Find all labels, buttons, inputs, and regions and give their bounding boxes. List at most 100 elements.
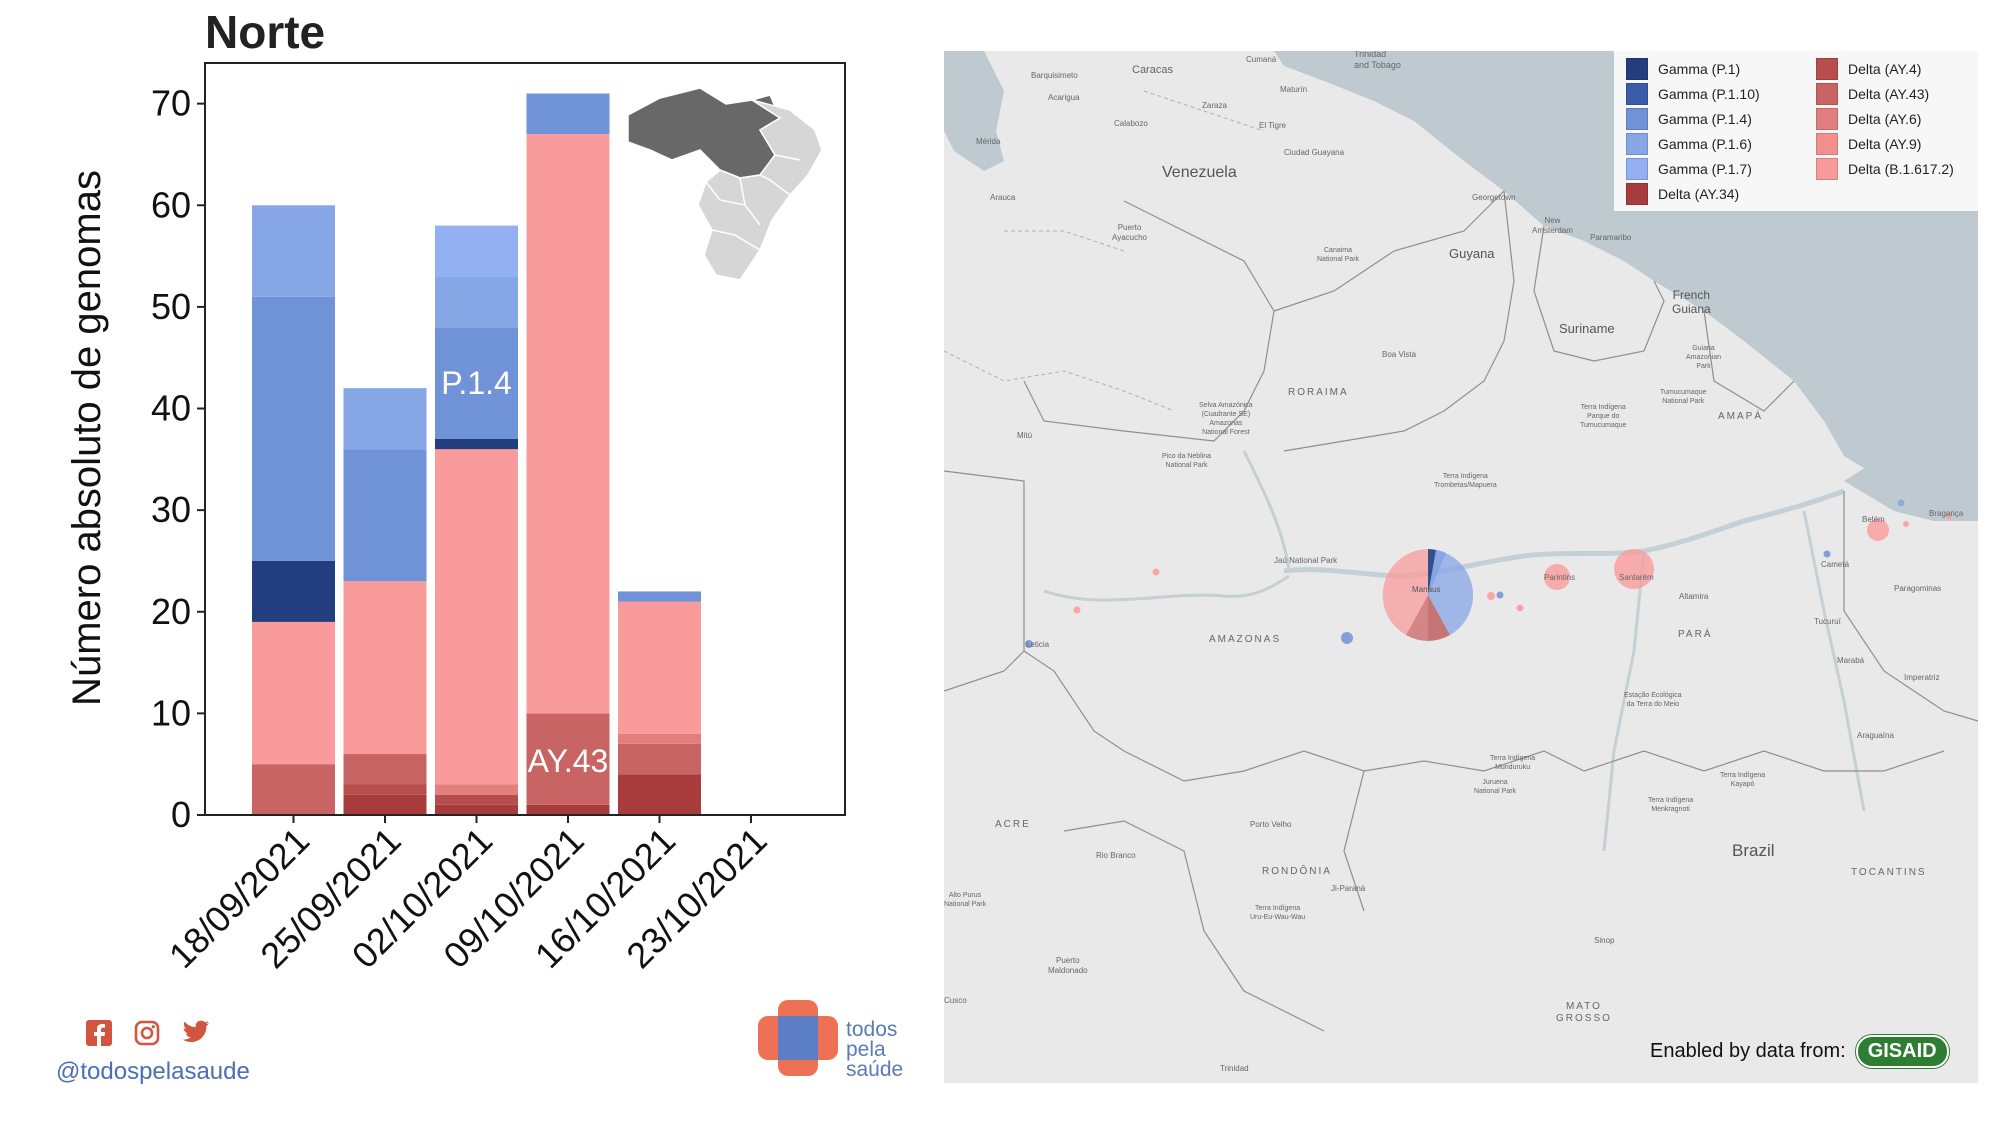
- social-handle[interactable]: @todospelasaude: [56, 1058, 250, 1085]
- label-paragominas: Paragominas: [1894, 584, 1942, 593]
- y-tick-label: 20: [151, 591, 191, 632]
- label-merida: Mérida: [976, 137, 1001, 146]
- map-marker[interactable]: [1897, 499, 1905, 507]
- bar-segment: [252, 621, 335, 765]
- manaus-pie[interactable]: [1382, 549, 1474, 641]
- logo-line: todos: [846, 1018, 898, 1041]
- label-cusco: Cusco: [944, 996, 967, 1005]
- plot-frame: [204, 62, 846, 816]
- gisaid-logo[interactable]: GISAID: [1855, 1035, 1949, 1068]
- label-boa-vista: Boa Vista: [1382, 350, 1417, 359]
- label-caracas: Caracas: [1132, 64, 1173, 76]
- legend-label: Delta (AY.6): [1848, 111, 1922, 127]
- legend-swatch: [1816, 158, 1838, 180]
- legend-item[interactable]: Delta (AY.6): [1816, 108, 1921, 130]
- facebook-icon[interactable]: [86, 1020, 112, 1046]
- label-porto-velho: Porto Velho: [1250, 820, 1292, 829]
- santarem-marker[interactable]: [1614, 549, 1654, 589]
- label-altamira: Altamira: [1679, 592, 1709, 601]
- legend-item[interactable]: Gamma (P.1.10): [1626, 83, 1760, 105]
- label-guiana-park: Guiana Amazonian Park: [1686, 345, 1722, 370]
- legend-label: Gamma (P.1.10): [1658, 86, 1760, 102]
- label-leticia: Leticia: [1026, 640, 1050, 649]
- label-arauca: Arauca: [990, 193, 1016, 202]
- legend-swatch: [1816, 133, 1838, 155]
- label-belem: Belém: [1862, 515, 1885, 524]
- twitter-icon[interactable]: [182, 1020, 209, 1046]
- map-marker[interactable]: [1496, 591, 1504, 599]
- label-brazil: Brazil: [1732, 841, 1775, 860]
- legend-item[interactable]: Delta (B.1.617.2): [1816, 158, 1954, 180]
- map-marker[interactable]: [1823, 550, 1831, 558]
- bar-segment: [343, 784, 427, 795]
- legend-swatch: [1626, 158, 1648, 180]
- legend-item[interactable]: Delta (AY.9): [1816, 133, 1921, 155]
- legend-item[interactable]: Delta (AY.34): [1626, 183, 1739, 205]
- map-marker[interactable]: [1487, 592, 1495, 600]
- label-georgetown: Georgetown: [1472, 193, 1516, 202]
- bar-segment: [343, 388, 427, 450]
- bar-segment: [252, 205, 335, 297]
- y-tick-label: 70: [151, 83, 191, 124]
- legend-label: Gamma (P.1.6): [1658, 136, 1752, 152]
- bar-segment: [435, 225, 518, 277]
- label-ciudad-guayana: Ciudad Guayana: [1284, 148, 1345, 157]
- label-venezuela: Venezuela: [1162, 164, 1237, 181]
- legend-item[interactable]: Delta (AY.43): [1816, 83, 1929, 105]
- label-trinidad: Trinidad and Tobago: [1354, 51, 1401, 70]
- bars-group: [252, 93, 701, 815]
- map-marker[interactable]: [1516, 604, 1524, 612]
- label-santarem: Santarém: [1619, 573, 1654, 582]
- label-parintins: Parintins: [1544, 573, 1576, 582]
- parintins-marker[interactable]: [1544, 564, 1570, 590]
- legend-item[interactable]: Gamma (P.1.6): [1626, 133, 1752, 155]
- bar-segment: [618, 601, 701, 734]
- label-trombetas: Terra Indígena Trombetas/Mapuera: [1434, 473, 1497, 489]
- label-tocantins: TOCANTINS: [1851, 867, 1927, 878]
- label-cameta: Cametá: [1821, 560, 1850, 569]
- label-ji-parana: Ji-Paraná: [1331, 884, 1366, 893]
- map-marker[interactable]: [1073, 606, 1081, 614]
- map-panel[interactable]: Venezuela Guyana Suriname French Guiana …: [944, 51, 1978, 1083]
- legend-label: Gamma (P.1.7): [1658, 161, 1752, 177]
- map-marker[interactable]: [1025, 640, 1033, 648]
- label-kayapo: Terra Indígena Kayapó: [1720, 772, 1766, 788]
- label-tumucumaque: Tumucumaque National Park: [1660, 389, 1707, 405]
- chart-title: Norte: [205, 6, 325, 58]
- logo-text: todos pela saúde: [846, 1018, 903, 1080]
- label-uru-eu: Terra Indígena Uru-Eu-Wau-Wau: [1250, 905, 1306, 921]
- label-mato-grosso: MATO GROSSO: [1556, 1001, 1612, 1024]
- label-sinop: Sinop: [1594, 936, 1615, 945]
- legend-label: Gamma (P.1.4): [1658, 111, 1752, 127]
- instagram-icon[interactable]: [134, 1020, 160, 1046]
- belem-marker[interactable]: [1867, 519, 1889, 541]
- legend-swatch: [1626, 183, 1648, 205]
- y-axis: 0 10 20 30 40 50 60 70: [151, 83, 205, 835]
- label-puerto-maldonado: Puerto Maldonado: [1048, 956, 1088, 975]
- legend-swatch: [1626, 83, 1648, 105]
- social-links: [86, 1020, 209, 1046]
- y-tick-label: 30: [151, 489, 191, 530]
- label-canaima: Canaima National Park: [1317, 247, 1360, 263]
- map-marker[interactable]: [1152, 568, 1160, 576]
- legend-label: Delta (AY.43): [1848, 86, 1930, 102]
- label-rondonia: RONDÔNIA: [1262, 866, 1332, 877]
- label-acarigua: Acarigua: [1048, 93, 1080, 102]
- bar-segment: [343, 794, 427, 815]
- bar-segment: [618, 774, 701, 815]
- map-marker[interactable]: [1903, 521, 1909, 527]
- legend-item[interactable]: Gamma (P.1): [1626, 58, 1740, 80]
- credit-text: Enabled by data from:: [1650, 1040, 1846, 1062]
- label-el-tigre: El Tigre: [1259, 121, 1287, 130]
- legend-item[interactable]: Delta (AY.4): [1816, 58, 1921, 80]
- label-imperatriz: Imperatriz: [1904, 673, 1940, 682]
- bar-segment: [435, 327, 518, 439]
- map-marker[interactable]: [1341, 632, 1353, 644]
- stacked-bar-chart: Norte 0 10 20 30 40 50 60 70 18/09/202125/09/20…: [65, 6, 846, 976]
- bar-segment: [526, 93, 610, 135]
- map-marker[interactable]: [1946, 513, 1952, 519]
- legend-item[interactable]: Gamma (P.1.4): [1626, 108, 1752, 130]
- bar-annotation: AY.43: [528, 743, 609, 779]
- legend-item[interactable]: Gamma (P.1.7): [1626, 158, 1752, 180]
- label-amapa: AMAPÁ: [1718, 411, 1764, 422]
